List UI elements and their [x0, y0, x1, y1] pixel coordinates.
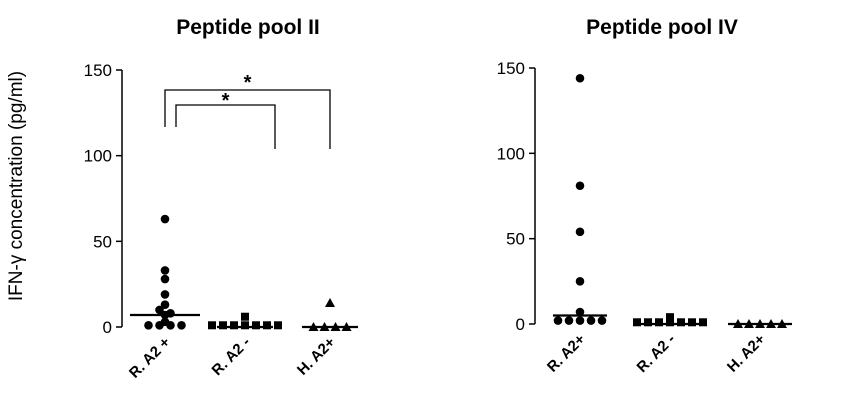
x-tick-label: R. A2 -: [634, 331, 679, 376]
data-point: [160, 274, 170, 284]
data-point: [666, 318, 674, 327]
data-point: [177, 320, 186, 330]
data-point: [575, 227, 585, 237]
y-tick-label: 0: [103, 318, 112, 337]
chart-panel-1: Peptide pool II 0 50 100 150 R. A2 + R. A2 - H.…: [84, 16, 358, 382]
data-point: [575, 277, 585, 286]
significance-bracket: [175, 104, 276, 149]
y-tick-label: 0: [516, 315, 525, 334]
data-point: [160, 214, 170, 224]
data-point: [160, 300, 170, 310]
y-axis-label: IFN-γ concentration (pg/ml): [6, 71, 27, 301]
significance-bracket: [164, 89, 331, 149]
y-tick-label: 50: [506, 230, 525, 249]
data-point: [241, 321, 249, 330]
chart-title: Peptide pool II: [176, 16, 320, 39]
data-point: [155, 305, 164, 315]
x-tick-label: R. A2+: [544, 331, 589, 376]
data-point: [575, 316, 585, 325]
significance-label: *: [244, 72, 252, 94]
data-point: [241, 312, 249, 321]
data-point: [553, 316, 563, 325]
data-point: [166, 320, 175, 330]
y-tick-label: 100: [497, 144, 525, 163]
y-tick-label: 150: [497, 59, 525, 78]
x-tick-label: R. A2 +: [126, 334, 174, 382]
data-point: [325, 298, 335, 308]
data-point: [586, 316, 596, 325]
data-point: [655, 318, 663, 327]
data-point: [274, 321, 282, 330]
data-point: [677, 318, 685, 327]
data-point: [252, 321, 260, 330]
chart-panel-2: Peptide pool IV 0 50 100 150 R. A2+ R. A2 - H. …: [497, 16, 792, 376]
data-point: [230, 321, 238, 330]
data-point: [633, 318, 641, 327]
data-point: [575, 181, 585, 191]
data-point: [219, 321, 227, 330]
x-tick-label: H. A2+: [294, 334, 339, 379]
data-point: [160, 290, 170, 299]
data-point: [597, 316, 607, 325]
chart-title: Peptide pool IV: [586, 16, 738, 39]
y-tick-label: 100: [84, 147, 112, 166]
data-point: [564, 316, 574, 325]
y-tick-label: 150: [84, 61, 112, 80]
data-point: [688, 318, 696, 327]
data-point: [155, 320, 164, 330]
y-tick-label: 50: [93, 232, 112, 251]
x-tick-label: R. A2 -: [209, 334, 254, 379]
data-point: [575, 307, 585, 317]
data-point: [160, 266, 170, 275]
data-point: [644, 318, 652, 327]
data-point: [263, 321, 271, 330]
data-point: [208, 321, 216, 330]
data-point: [666, 313, 674, 322]
data-point: [144, 320, 153, 330]
data-point: [699, 318, 707, 327]
x-tick-label: H. A2+: [724, 331, 769, 376]
significance-label: *: [222, 90, 230, 112]
data-point: [575, 73, 585, 83]
